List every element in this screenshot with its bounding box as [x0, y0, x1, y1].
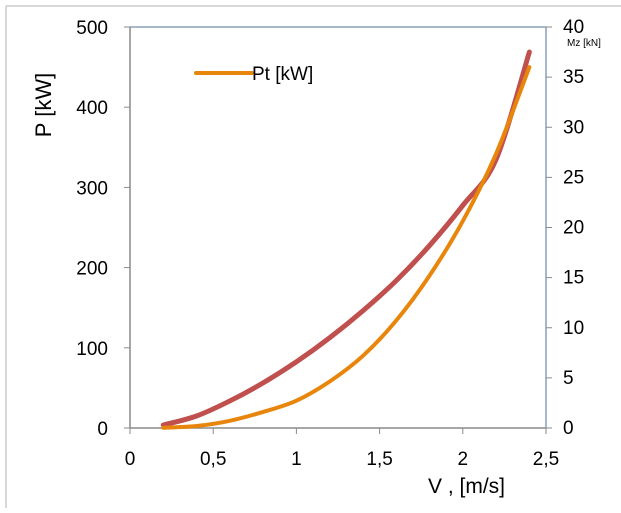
legend-label-pt: Pt [kW] [252, 64, 313, 85]
x-tick-label-2: 1 [291, 449, 302, 470]
y2-tick-label-2: 10 [563, 318, 584, 339]
series-layer [160, 49, 532, 430]
x-tick-label-0: 0 [125, 449, 136, 470]
x-tick-label-5: 2,5 [533, 449, 559, 470]
tick-layer: 0 0,5 1 1,5 2 2,50100200300400500051015202530… [76, 17, 584, 470]
series-line-mz [160, 49, 532, 428]
x-tick-label-3: 1,5 [366, 449, 392, 470]
y2-tick-label-5: 25 [563, 167, 584, 188]
y2-tick-label-4: 20 [563, 218, 584, 239]
x-tick-label-4: 2 [458, 449, 469, 470]
y-tick-label-0: 0 [97, 419, 108, 440]
y-tick-label-4: 400 [76, 98, 108, 119]
y-tick-label-1: 100 [76, 339, 108, 360]
x-axis-title: V , [m/s] [428, 475, 505, 498]
y2-tick-label-6: 30 [563, 117, 584, 138]
y-axis-title: P [kW] [31, 73, 56, 137]
y2-axis-title: Mz [kN] [567, 38, 601, 49]
y2-tick-label-0: 0 [563, 418, 574, 439]
y-tick-label-2: 200 [76, 259, 108, 280]
legend: Pt [kW] [194, 64, 313, 85]
y2-tick-label-1: 5 [563, 368, 574, 389]
y2-tick-label-7: 35 [563, 67, 584, 88]
y-tick-label-5: 500 [76, 18, 108, 39]
y-tick-label-3: 300 [76, 178, 108, 199]
series-line-pt [161, 65, 532, 430]
y2-tick-label-8: 40 [563, 17, 584, 38]
y2-tick-label-3: 15 [563, 268, 584, 289]
x-tick-label-1: 0,5 [200, 449, 226, 470]
